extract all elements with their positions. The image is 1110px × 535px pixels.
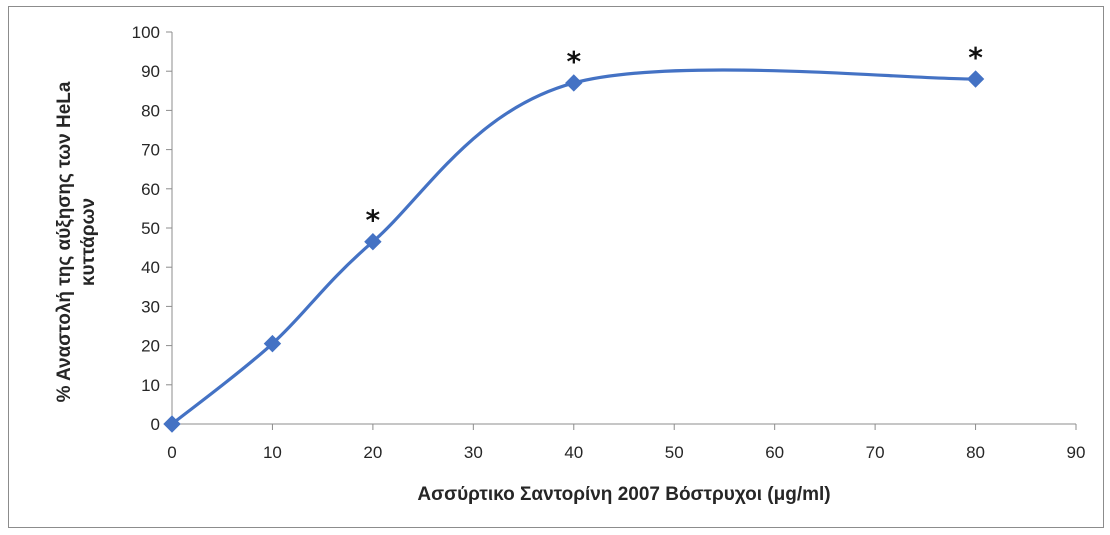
significance-asterisk: * xyxy=(566,45,581,78)
y-tick-label: 20 xyxy=(141,337,160,356)
y-tick-label: 10 xyxy=(141,376,160,395)
x-tick-label: 90 xyxy=(1067,443,1086,462)
significance-asterisk: * xyxy=(366,204,381,237)
x-tick-label: 50 xyxy=(665,443,684,462)
y-tick-label: 90 xyxy=(141,62,160,81)
y-tick-label: 50 xyxy=(141,219,160,238)
y-tick-label: 0 xyxy=(151,415,160,434)
series-layer xyxy=(170,68,978,426)
x-tick-label: 20 xyxy=(363,443,382,462)
series-line xyxy=(170,68,978,426)
x-tick-label: 60 xyxy=(765,443,784,462)
annotation-layer: * * * xyxy=(366,41,984,237)
data-point-marker xyxy=(263,334,282,353)
data-point-marker xyxy=(163,415,181,433)
y-tick-label: 70 xyxy=(141,141,160,160)
y-axis-title-line-2: κυττάρων xyxy=(78,198,99,286)
x-tick-label: 30 xyxy=(464,443,483,462)
chart-frame xyxy=(8,6,1104,528)
x-tick-label: 10 xyxy=(263,443,282,462)
y-tick-label: 100 xyxy=(132,23,160,42)
x-tick-label: 0 xyxy=(167,443,176,462)
y-tick-label: 30 xyxy=(141,297,160,316)
x-tick-label: 40 xyxy=(564,443,583,462)
data-point-marker xyxy=(364,233,382,251)
significance-asterisk: * xyxy=(968,41,983,74)
x-tick-label: 80 xyxy=(966,443,985,462)
data-point-marker xyxy=(966,70,985,88)
y-tick-label: 40 xyxy=(141,258,160,277)
marker-layer xyxy=(163,70,985,433)
y-tick-label: 80 xyxy=(141,101,160,120)
x-axis: 0 10 20 30 40 50 60 70 80 90 xyxy=(167,423,1086,462)
x-axis-title: Ασσύρτικο Σαντορίνη 2007 Βόστρυχοι (μg/m… xyxy=(417,484,830,505)
y-tick-label: 60 xyxy=(141,180,160,199)
data-point-marker xyxy=(565,74,583,92)
y-axis-title-line-1: % Αναστολή της αύξησης των HeLa xyxy=(54,81,75,402)
x-tick-label: 70 xyxy=(866,443,885,462)
y-axis: 0 10 20 30 40 50 60 70 80 90 100 xyxy=(132,23,173,434)
y-axis-title: % Αναστολή της αύξησης των HeLa κυττάρων xyxy=(54,81,99,402)
